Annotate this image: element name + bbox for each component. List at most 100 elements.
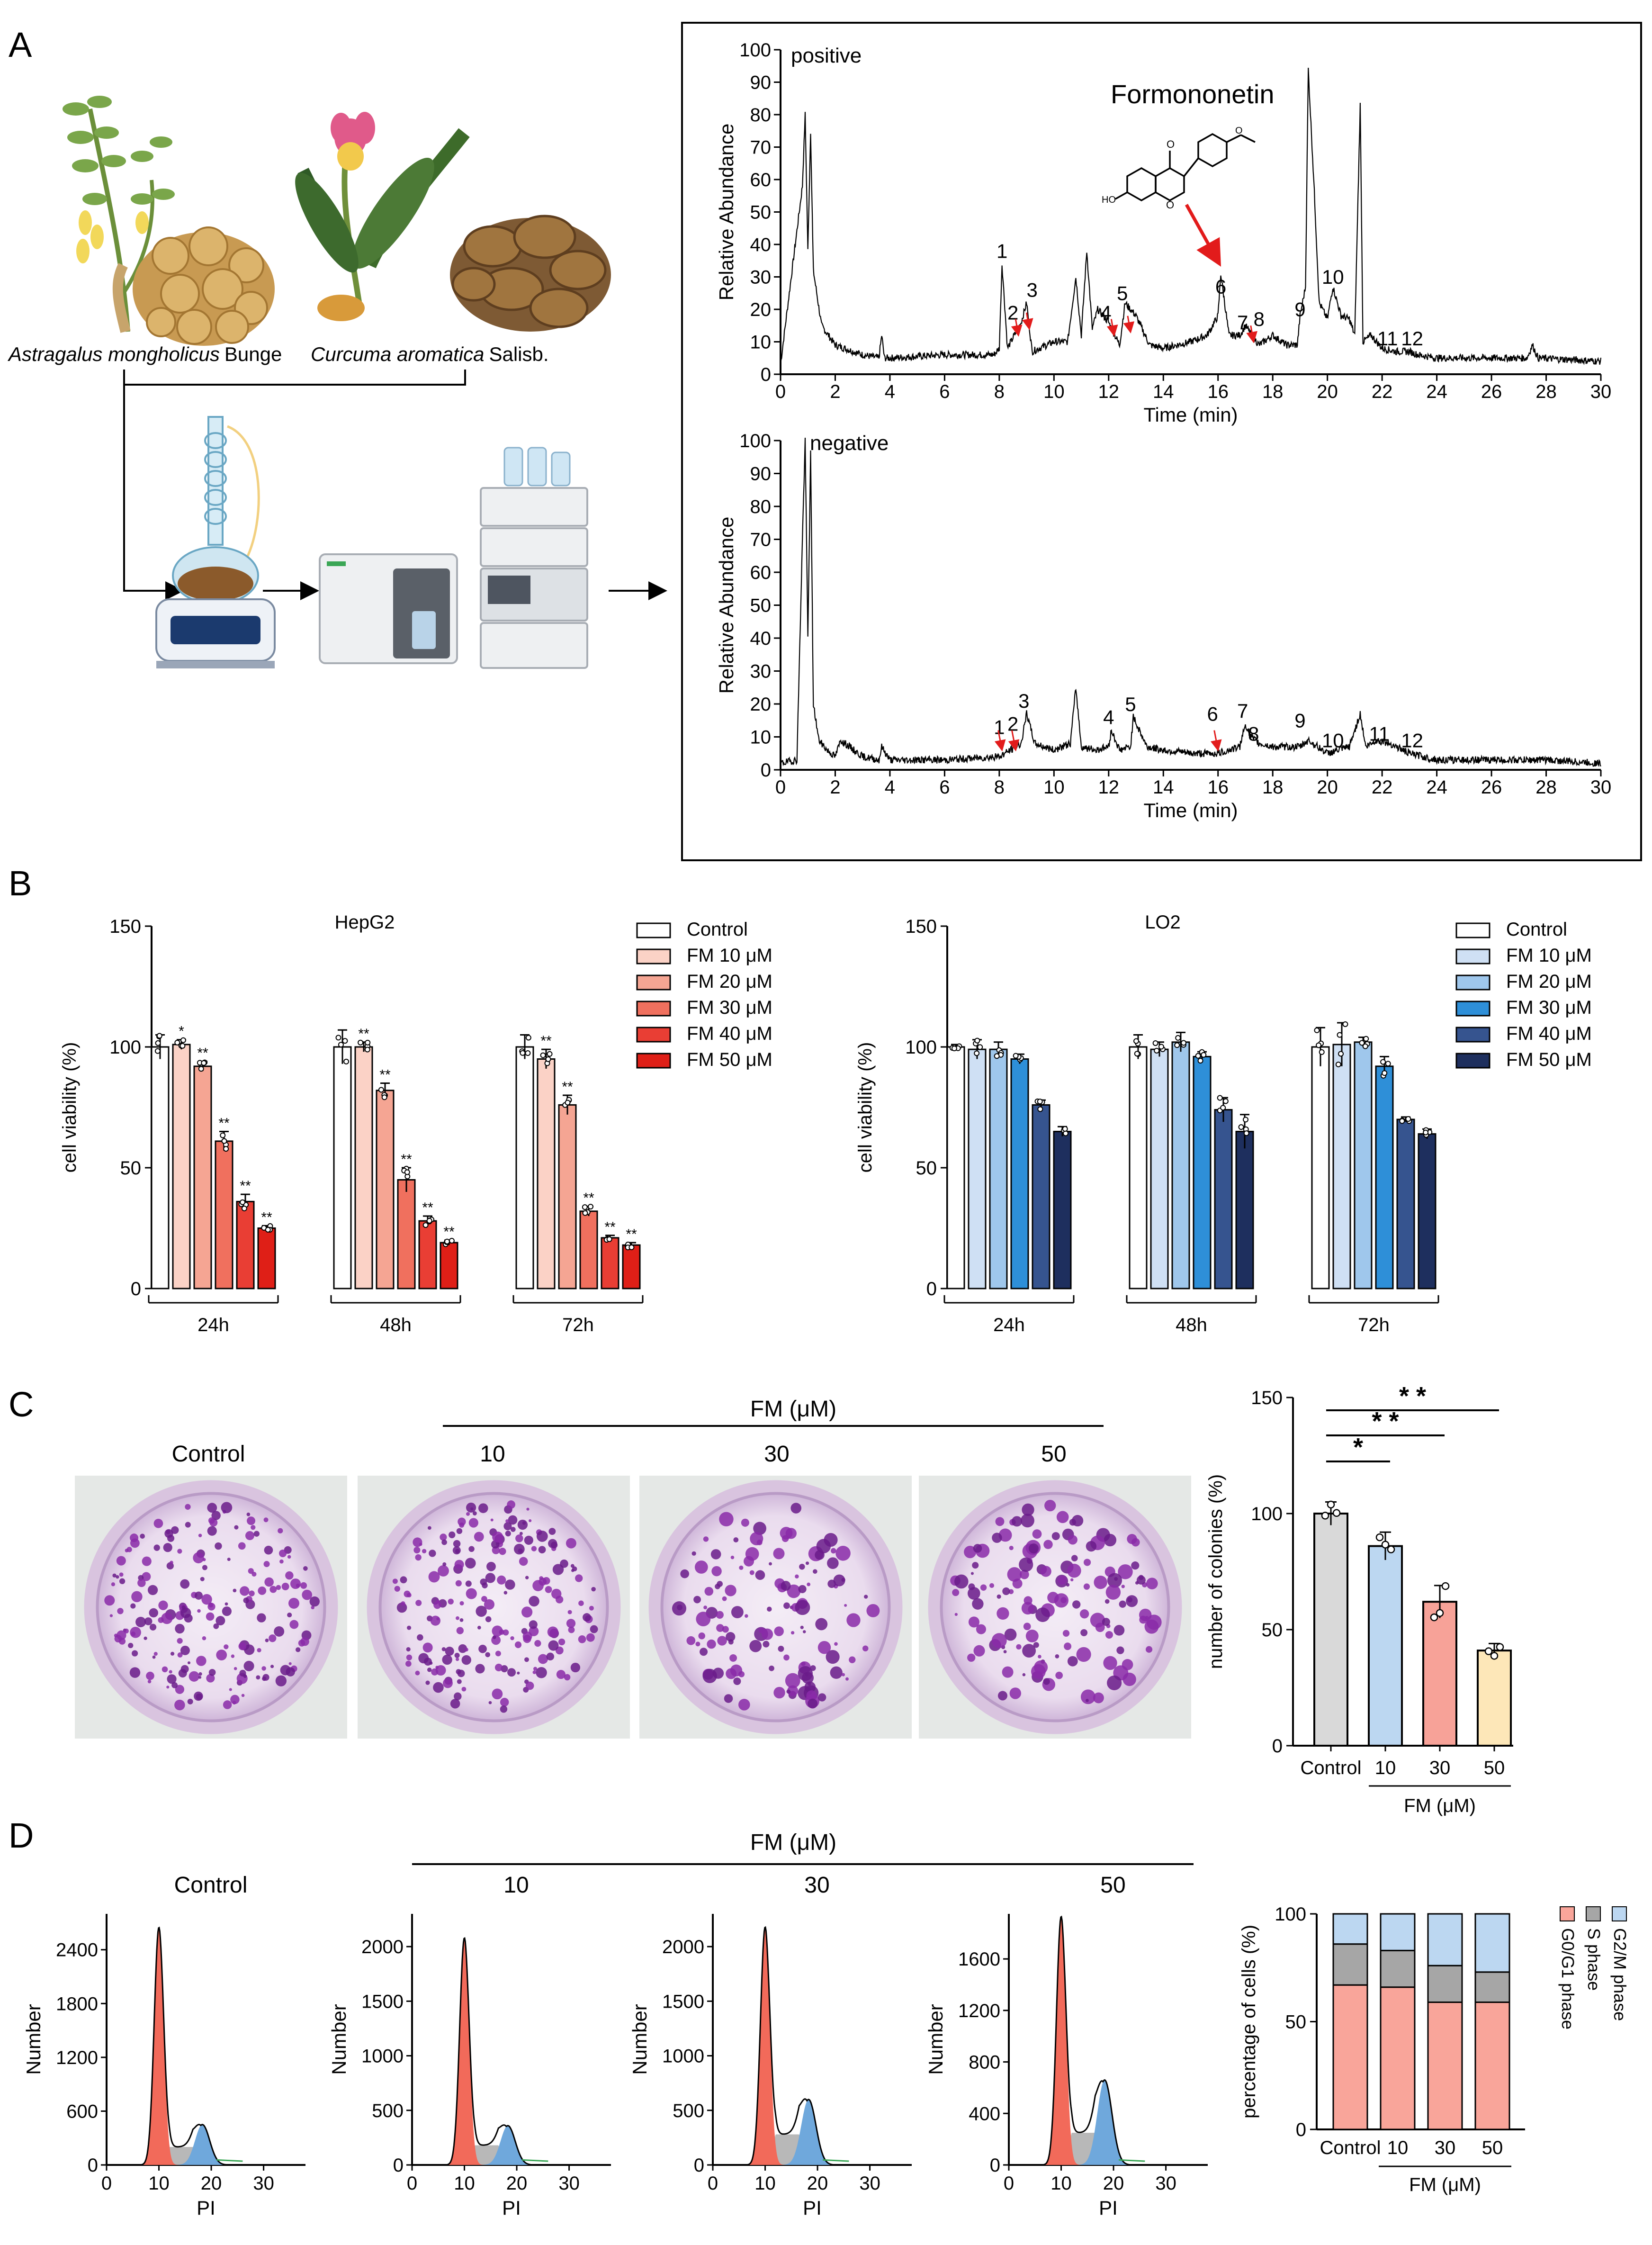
panel-letter-c: C bbox=[9, 1385, 34, 1424]
legend-label: FM 50 μM bbox=[1506, 1049, 1592, 1070]
data-point bbox=[358, 1039, 364, 1046]
y-tick-label: 100 bbox=[739, 40, 771, 61]
colony bbox=[733, 1677, 741, 1685]
colony bbox=[1062, 1630, 1070, 1637]
colony bbox=[454, 1692, 462, 1701]
colony bbox=[1107, 1675, 1122, 1690]
colony bbox=[503, 1522, 512, 1531]
y-tick-label: 1200 bbox=[958, 2001, 1000, 2021]
colony bbox=[1044, 1499, 1056, 1512]
data-point bbox=[1152, 1040, 1158, 1046]
data-point bbox=[1175, 1035, 1181, 1041]
colony bbox=[1067, 1656, 1078, 1667]
colony bbox=[817, 1641, 831, 1654]
colony bbox=[695, 1641, 700, 1647]
legend-swatch bbox=[1455, 1027, 1490, 1043]
histogram-title: Control bbox=[174, 1873, 248, 1898]
bar bbox=[968, 1048, 987, 1289]
y-tick-label: 100 bbox=[739, 431, 771, 451]
peak-label: 5 bbox=[1125, 693, 1136, 715]
colony bbox=[406, 1647, 411, 1652]
peak-label: 7 bbox=[1237, 700, 1248, 722]
colony bbox=[253, 1531, 260, 1537]
colony bbox=[991, 1633, 1007, 1649]
colony bbox=[129, 1667, 141, 1678]
colony bbox=[733, 1537, 739, 1542]
colony bbox=[719, 1512, 734, 1527]
colony bbox=[137, 1578, 146, 1587]
y-tick-label: 10 bbox=[750, 727, 772, 748]
colony bbox=[457, 1679, 462, 1684]
stacked-segment bbox=[1380, 1913, 1416, 1951]
colony bbox=[238, 1542, 246, 1550]
colony bbox=[1118, 1564, 1133, 1579]
colony bbox=[808, 1698, 818, 1709]
colony bbox=[864, 1595, 868, 1599]
data-point bbox=[1332, 1509, 1341, 1517]
colony bbox=[153, 1651, 158, 1656]
y-tick-label: 0 bbox=[393, 2155, 404, 2176]
colony bbox=[1004, 1628, 1017, 1641]
colony bbox=[265, 1638, 269, 1642]
bar bbox=[172, 1044, 191, 1289]
stacked-legend: G0/G1 phase S phase G2/M phase bbox=[1558, 1906, 1630, 2029]
bar bbox=[515, 1046, 534, 1289]
x-tick-label: 28 bbox=[1535, 381, 1557, 402]
colony bbox=[1080, 1689, 1095, 1704]
colony bbox=[490, 1518, 494, 1522]
colony bbox=[715, 1584, 720, 1589]
colony bbox=[833, 1574, 845, 1587]
colony bbox=[423, 1658, 432, 1666]
y-tick-label: 1800 bbox=[56, 1993, 98, 2014]
x-tick-label: 6 bbox=[939, 777, 950, 798]
colony bbox=[1055, 1654, 1059, 1659]
colony bbox=[449, 1531, 456, 1539]
y-tick-label: 100 bbox=[1275, 1904, 1306, 1925]
colony bbox=[500, 1705, 508, 1713]
colony bbox=[497, 1575, 506, 1585]
significance-label: ** bbox=[626, 1226, 637, 1242]
colony bbox=[476, 1605, 487, 1617]
colony bbox=[781, 1580, 791, 1591]
y-tick-label: 1600 bbox=[958, 1949, 1000, 1970]
data-point bbox=[1380, 1059, 1386, 1065]
plate-label-control: Control bbox=[172, 1442, 245, 1467]
colony bbox=[461, 1686, 467, 1692]
colony bbox=[686, 1636, 696, 1645]
colony bbox=[454, 1560, 464, 1569]
y-tick-label: 1200 bbox=[56, 2047, 98, 2068]
colony bbox=[431, 1668, 439, 1676]
y-tick-label: 0 bbox=[990, 2155, 1000, 2176]
legend-swatch bbox=[636, 1001, 671, 1017]
bar bbox=[1129, 1046, 1148, 1289]
peak-label: 3 bbox=[1026, 279, 1037, 301]
colony bbox=[211, 1511, 221, 1520]
colony bbox=[758, 1627, 764, 1633]
colony bbox=[546, 1652, 555, 1661]
colony bbox=[521, 1606, 533, 1618]
colony bbox=[417, 1634, 423, 1641]
data-point bbox=[265, 1226, 271, 1233]
colony bbox=[202, 1565, 207, 1570]
x-tick-label: 10 bbox=[148, 2173, 170, 2194]
colony bbox=[269, 1586, 277, 1593]
colony bbox=[240, 1586, 250, 1596]
significance-label: * bbox=[179, 1024, 184, 1039]
colony bbox=[428, 1526, 431, 1530]
stacked-segment bbox=[1427, 1965, 1463, 2003]
data-point bbox=[1382, 1070, 1388, 1076]
colony bbox=[841, 1673, 845, 1677]
colony bbox=[1146, 1646, 1153, 1653]
colony bbox=[243, 1597, 249, 1604]
colony bbox=[245, 1531, 255, 1541]
colony bbox=[834, 1642, 838, 1646]
x-tick-label: 30 bbox=[1590, 777, 1612, 798]
colony bbox=[1019, 1557, 1033, 1572]
colony bbox=[862, 1645, 869, 1651]
reflux-extraction-apparatus bbox=[155, 416, 276, 668]
colony bbox=[1105, 1631, 1113, 1639]
colony bbox=[142, 1572, 151, 1581]
colony bbox=[526, 1507, 530, 1511]
colony bbox=[111, 1582, 116, 1587]
colony bbox=[567, 1610, 572, 1614]
